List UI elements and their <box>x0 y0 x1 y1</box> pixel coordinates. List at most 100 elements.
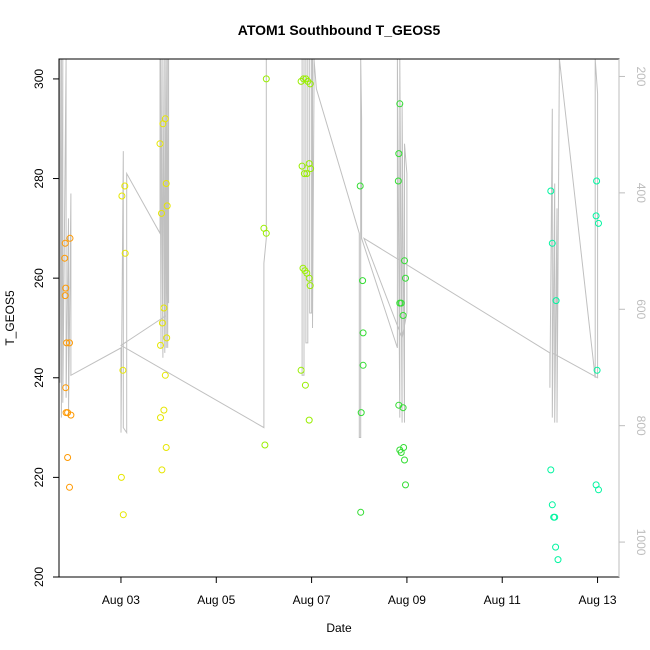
data-point-s2-20 <box>301 381 309 389</box>
data-point-s0-12 <box>66 234 74 242</box>
data-point-s1-16 <box>161 371 169 379</box>
data-point-s3-4 <box>357 409 365 417</box>
data-point-s0-5 <box>66 339 73 347</box>
data-point-s1-18 <box>157 414 164 422</box>
data-point-s1-4 <box>117 473 125 481</box>
data-point-s1-12 <box>158 319 166 327</box>
data-point-s1-19 <box>158 466 166 474</box>
data-point-s1-17 <box>160 406 168 414</box>
x-axis-label: Date <box>326 621 352 635</box>
y-tick-label-0: 200 <box>32 567 46 587</box>
y2-tick-label-3: 800 <box>634 416 648 436</box>
data-point-s2-9 <box>298 162 306 170</box>
data-point-s1-7 <box>158 209 165 217</box>
x-tick-label-1: Aug 05 <box>197 593 235 607</box>
data-point-s0-3 <box>61 292 69 300</box>
data-point-s2-12 <box>305 160 313 168</box>
data-point-s1-11 <box>163 202 171 210</box>
y-tick-label-3: 260 <box>32 268 46 288</box>
data-point-s3-15 <box>399 404 407 412</box>
y2-tick-label-1: 400 <box>634 183 648 203</box>
data-point-s2-13 <box>307 165 315 173</box>
data-point-s1-1 <box>121 182 129 190</box>
y2-tick-label-4: 1000 <box>634 529 648 556</box>
data-point-s4-12 <box>593 366 601 374</box>
data-point-s1-15 <box>163 334 171 342</box>
data-point-s4-7 <box>552 543 560 551</box>
data-point-s0-10 <box>64 454 72 461</box>
y-tick-label-5: 300 <box>32 69 46 89</box>
data-point-s3-8 <box>394 177 402 185</box>
data-point-s2-11 <box>303 170 311 178</box>
data-point-s0-6 <box>62 384 70 392</box>
data-point-s1-3 <box>119 366 127 374</box>
data-point-s3-18 <box>400 444 408 451</box>
data-point-s2-2 <box>262 75 270 83</box>
data-point-s3-2 <box>359 329 367 337</box>
data-point-s3-20 <box>402 481 409 489</box>
data-point-s2-18 <box>306 282 314 290</box>
y2-tick-label-2: 600 <box>634 299 648 319</box>
data-point-s4-14 <box>595 486 602 494</box>
data-point-s2-19 <box>297 366 305 374</box>
data-point-s3-7 <box>395 150 403 158</box>
data-point-s4-1 <box>548 239 556 247</box>
x-axis: Aug 03 Aug 05 Aug 07 Aug 09 Aug 11 Aug 13 <box>102 577 617 607</box>
data-point-s4-2 <box>552 297 560 305</box>
data-point-s3-5 <box>357 508 365 516</box>
data-point-s3-3 <box>359 361 367 369</box>
data-point-s1-2 <box>121 249 129 257</box>
data-point-s0-4 <box>63 339 71 347</box>
x-tick-label-5: Aug 13 <box>579 593 617 607</box>
plot-frame <box>58 58 620 578</box>
data-point-s3-1 <box>359 277 367 285</box>
data-point-s4-10 <box>592 212 600 220</box>
y-tick-label-1: 220 <box>32 467 46 487</box>
x-tick-label-3: Aug 09 <box>388 593 426 607</box>
data-point-s3-0 <box>356 182 364 190</box>
x-tick-label-0: Aug 03 <box>102 593 140 607</box>
data-point-s4-6 <box>551 513 559 521</box>
y-axis: 200 220 240 260 280 300 <box>32 69 59 587</box>
data-point-s3-12 <box>401 257 408 265</box>
y-tick-label-2: 240 <box>32 367 46 387</box>
x-tick-label-2: Aug 07 <box>293 593 331 607</box>
chart-title: ATOM1 Southbound T_GEOS5 <box>238 22 441 38</box>
data-point-s4-8 <box>554 556 562 564</box>
data-point-s1-6 <box>156 140 164 148</box>
points-layer <box>61 75 602 564</box>
data-point-s4-11 <box>595 219 602 227</box>
y-axis-label: T_GEOS5 <box>3 290 17 346</box>
y2-tick-label-0: 200 <box>634 66 648 86</box>
data-point-s0-9 <box>67 411 75 419</box>
data-point-s1-14 <box>160 304 168 312</box>
data-point-s3-10 <box>397 299 405 307</box>
data-point-s1-0 <box>118 192 126 200</box>
trace-line <box>59 58 599 438</box>
data-point-s1-5 <box>119 511 127 519</box>
data-point-s1-20 <box>162 444 170 451</box>
data-point-s0-0 <box>61 239 69 247</box>
data-point-s0-1 <box>61 254 69 262</box>
data-point-s4-0 <box>547 187 555 195</box>
data-point-s3-11 <box>399 312 407 319</box>
y2-axis: 200 400 600 800 1000 <box>618 59 648 577</box>
data-point-s1-13 <box>157 341 164 349</box>
data-point-s4-9 <box>593 177 601 185</box>
data-point-s3-13 <box>402 274 409 282</box>
data-point-s1-9 <box>161 115 169 123</box>
data-point-s1-10 <box>162 180 170 187</box>
data-point-s4-4 <box>548 501 556 509</box>
data-point-s0-11 <box>66 483 73 491</box>
data-point-s2-8 <box>306 80 314 88</box>
data-point-s3-19 <box>401 456 408 464</box>
data-point-s2-3 <box>261 441 269 449</box>
data-point-s2-1 <box>262 229 270 237</box>
y-tick-label-4: 280 <box>32 168 46 188</box>
data-point-s2-10 <box>300 170 308 178</box>
data-point-s0-2 <box>62 284 70 292</box>
data-point-s2-21 <box>305 416 313 424</box>
x-tick-label-4: Aug 11 <box>484 593 521 607</box>
trace-layer <box>59 58 599 438</box>
